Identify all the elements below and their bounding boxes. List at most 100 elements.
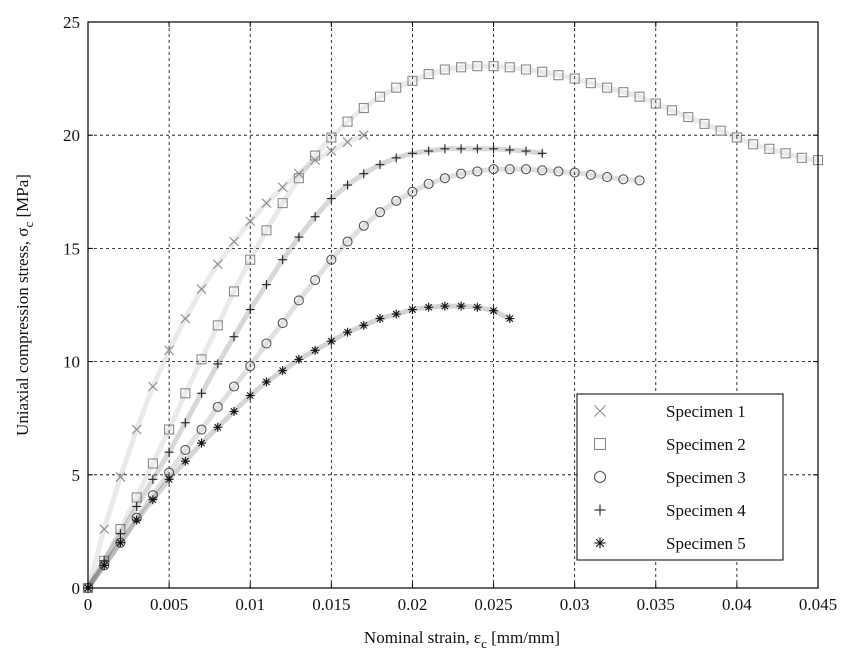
data-point <box>391 82 402 93</box>
data-point <box>407 186 418 197</box>
legend-box <box>576 393 784 561</box>
data-point <box>228 381 240 392</box>
legend: Specimen 1 Specimen 2 Specimen 3 Specimen 4… <box>576 393 784 561</box>
legend-label: Specimen 5 <box>666 534 746 553</box>
data-point <box>148 495 158 505</box>
legend-label: Specimen 1 <box>666 402 746 421</box>
data-point <box>132 501 142 511</box>
data-point <box>634 175 645 186</box>
data-point <box>115 472 126 482</box>
data-point <box>424 302 434 312</box>
x-tick-label: 0.02 <box>398 595 428 614</box>
data-point <box>553 166 564 177</box>
data-point <box>99 560 109 570</box>
x-tick-label: 0.025 <box>474 595 512 614</box>
y-tick-label: 10 <box>63 353 80 372</box>
tick-labels: 0 0.005 0.01 0.015 0.02 0.025 0.03 0.035 0.04 0.0… <box>63 13 837 614</box>
data-point <box>472 144 482 154</box>
data-point <box>796 152 807 163</box>
data-point <box>228 286 240 297</box>
data-point <box>439 173 450 184</box>
data-point <box>391 195 402 206</box>
data-point <box>374 207 386 218</box>
data-point <box>229 332 239 342</box>
data-point <box>261 377 271 387</box>
legend-item: Specimen 5 <box>594 534 746 553</box>
data-point <box>456 62 467 73</box>
data-point <box>180 456 190 466</box>
x-tick-label: 0.005 <box>150 595 188 614</box>
data-point <box>212 401 223 412</box>
data-point <box>164 424 175 435</box>
y-tick-label: 0 <box>72 579 81 598</box>
series-line <box>85 132 367 591</box>
x-axis-title-main: Nominal strain, ε <box>364 628 481 647</box>
data-point <box>594 504 606 516</box>
y-tick-label: 5 <box>72 466 81 485</box>
y-axis-title: Uniaxial compression stress, σc [MPa] <box>13 174 36 436</box>
data-point <box>634 91 645 102</box>
data-point <box>424 146 434 156</box>
data-point <box>358 102 369 114</box>
data-point <box>196 354 207 365</box>
data-point <box>147 458 158 469</box>
y-tick-label: 20 <box>63 126 80 145</box>
data-point <box>326 132 337 143</box>
data-point <box>132 515 142 525</box>
series-specimen-1 <box>83 130 369 593</box>
x-tick-label: 0.015 <box>312 595 350 614</box>
data-point <box>343 180 353 190</box>
data-point <box>278 366 288 376</box>
data-point <box>213 359 223 369</box>
data-point <box>472 302 482 312</box>
data-point <box>277 198 288 209</box>
data-point <box>180 313 191 324</box>
series-specimen-4 <box>83 144 547 593</box>
data-point <box>537 165 548 176</box>
data-point <box>164 345 175 356</box>
data-point <box>326 194 336 204</box>
data-point <box>180 388 191 399</box>
data-point <box>342 236 353 247</box>
legend-item: Specimen 4 <box>594 501 746 520</box>
data-point <box>229 406 239 416</box>
data-point <box>245 216 256 227</box>
data-point <box>440 301 450 311</box>
data-point <box>488 164 499 175</box>
data-point <box>423 178 434 189</box>
data-point <box>147 381 158 392</box>
legend-items: Specimen 1 Specimen 2 Specimen 3 Specimen 4… <box>593 402 746 553</box>
x-axis-title-unit: [mm/mm] <box>487 628 560 647</box>
data-point <box>683 112 694 123</box>
data-point <box>537 148 547 158</box>
data-point <box>375 160 385 170</box>
series-line <box>85 166 643 591</box>
data-point <box>358 220 369 231</box>
data-point <box>359 169 369 179</box>
data-point <box>310 212 320 222</box>
data-point <box>488 61 499 72</box>
data-point <box>520 64 532 75</box>
data-point <box>343 327 353 337</box>
data-point <box>489 144 499 154</box>
data-point <box>489 306 499 316</box>
data-point <box>593 470 607 484</box>
data-point <box>553 70 564 81</box>
data-point <box>666 105 678 116</box>
data-point <box>261 198 272 209</box>
data-point <box>212 320 223 331</box>
data-point <box>391 153 401 163</box>
data-point <box>326 254 337 265</box>
data-point <box>180 418 190 428</box>
legend-item: Specimen 1 <box>594 402 746 421</box>
data-point <box>374 91 386 102</box>
data-point <box>618 87 629 98</box>
data-point <box>504 164 515 175</box>
legend-item: Specimen 3 <box>593 468 746 487</box>
data-point <box>456 301 466 311</box>
data-point <box>569 167 580 178</box>
data-point <box>594 405 606 417</box>
data-point <box>213 422 223 432</box>
y-axis-title-main: Uniaxial compression stress, σ <box>13 228 32 436</box>
plot-frame <box>87 21 819 589</box>
